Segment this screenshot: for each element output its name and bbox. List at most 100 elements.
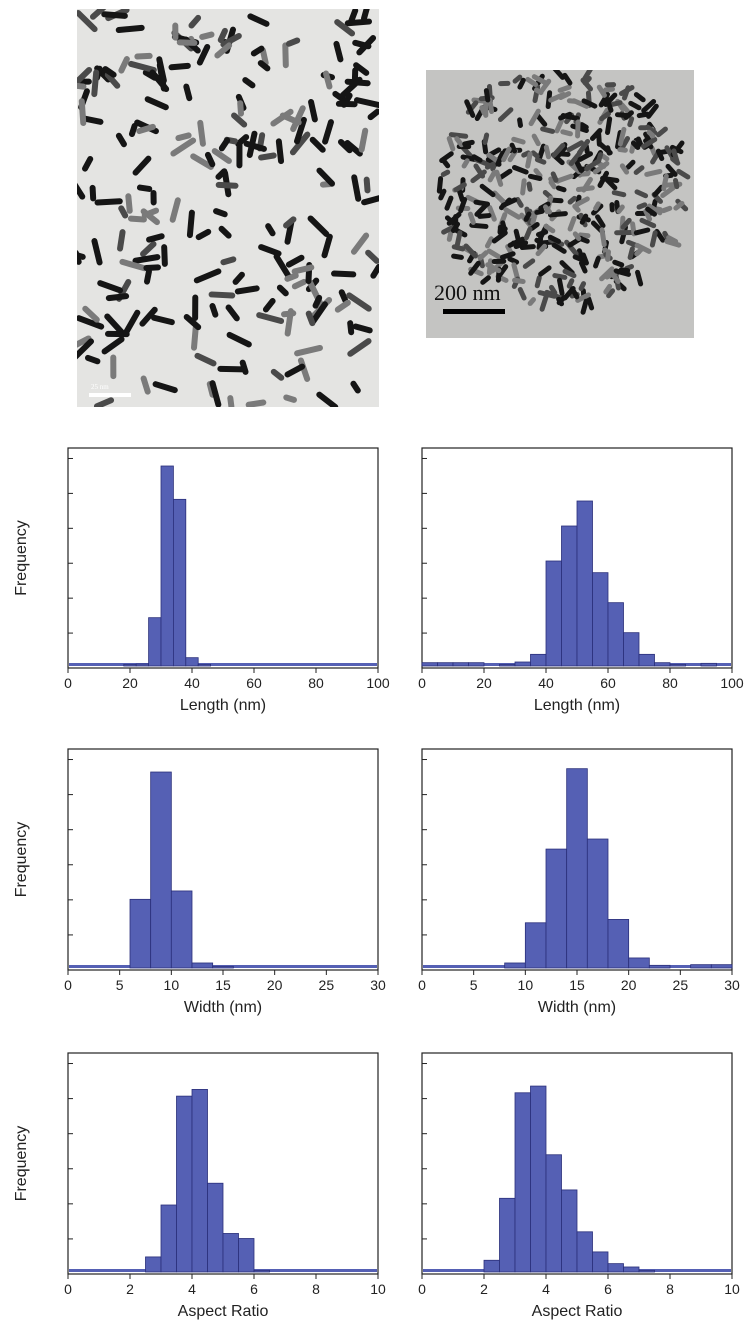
- histogram-bar: [624, 1267, 640, 1272]
- x-tick-label: 15: [215, 977, 231, 993]
- histogram-bar: [254, 1270, 270, 1272]
- histogram-bar: [577, 501, 593, 666]
- x-tick-label: 8: [312, 1281, 320, 1297]
- histogram-bar: [223, 1233, 239, 1272]
- histogram-bar: [192, 1089, 208, 1272]
- x-tick-label: 0: [418, 675, 426, 691]
- histogram-bar: [469, 663, 485, 666]
- histogram-aspect-right: 0 2 4 6 8 10Aspect Ratio: [418, 1053, 740, 1320]
- x-tick-label: 0: [418, 977, 426, 993]
- plot-frame: [68, 749, 378, 970]
- histogram-bar: [500, 1198, 516, 1272]
- histogram-bar: [546, 561, 562, 666]
- x-tick-label: 4: [188, 1281, 196, 1297]
- histogram-bar: [562, 1190, 578, 1272]
- x-tick-label: 20: [621, 977, 637, 993]
- x-axis-title: Length (nm): [180, 697, 266, 714]
- histogram-baseline: [69, 663, 377, 666]
- x-tick-label: 5: [470, 977, 478, 993]
- x-tick-label: 25: [319, 977, 335, 993]
- histogram-bar: [649, 965, 670, 968]
- histogram-bar: [124, 664, 136, 666]
- histogram-bar: [624, 633, 640, 666]
- histogram-bar: [239, 1239, 255, 1273]
- histogram-bar: [587, 839, 608, 968]
- x-tick-label: 100: [366, 675, 390, 691]
- histogram-bar: [161, 1205, 177, 1272]
- histogram-bar: [593, 573, 609, 666]
- x-tick-label: 100: [720, 675, 744, 691]
- histogram-bar: [593, 1252, 609, 1272]
- x-tick-label: 4: [542, 1281, 550, 1297]
- x-tick-label: 10: [724, 1281, 740, 1297]
- x-tick-label: 8: [666, 1281, 674, 1297]
- x-tick-label: 40: [538, 675, 554, 691]
- histogram-bar: [546, 1155, 562, 1272]
- histogram-bar: [500, 664, 516, 666]
- histogram-bar: [515, 1093, 531, 1272]
- histogram-bar: [505, 963, 526, 968]
- x-tick-label: 6: [250, 1281, 258, 1297]
- histogram-bar: [198, 664, 210, 666]
- x-tick-label: 10: [370, 1281, 386, 1297]
- x-tick-label: 0: [64, 675, 72, 691]
- x-tick-label: 60: [246, 675, 262, 691]
- histogram-bar: [173, 499, 185, 666]
- x-tick-label: 0: [64, 977, 72, 993]
- x-axis-title: Length (nm): [534, 697, 620, 714]
- histogram-bar: [639, 654, 655, 666]
- histogram-bar: [484, 1260, 500, 1272]
- x-tick-label: 2: [126, 1281, 134, 1297]
- histogram-bar: [151, 772, 172, 968]
- x-tick-label: 10: [518, 977, 534, 993]
- histogram-bar: [670, 664, 686, 666]
- histogram-bar: [422, 663, 438, 666]
- x-tick-label: 80: [308, 675, 324, 691]
- histogram-bar: [562, 526, 578, 666]
- x-tick-label: 20: [122, 675, 138, 691]
- x-tick-label: 2: [480, 1281, 488, 1297]
- histogram-bar: [177, 1096, 193, 1272]
- histogram-bar: [577, 1232, 593, 1272]
- histogram-bar: [186, 658, 198, 666]
- histogram-bar: [208, 1183, 224, 1272]
- histogram-bar: [515, 662, 531, 666]
- histogram-bar: [146, 1257, 162, 1272]
- histogram-bar: [438, 663, 454, 666]
- histogram-bar: [161, 466, 173, 666]
- histogram-bar: [525, 923, 546, 968]
- histogram-bar: [655, 663, 671, 666]
- plot-frame: [68, 448, 378, 668]
- histogram-bar: [691, 965, 712, 968]
- histogram-length-left: 0 20 40 60 80 100Length (nm)Frequency: [13, 448, 390, 714]
- histogram-bar: [608, 1264, 624, 1272]
- x-tick-label: 60: [600, 675, 616, 691]
- x-tick-label: 25: [673, 977, 689, 993]
- x-tick-label: 20: [476, 675, 492, 691]
- y-axis-title: Frequency: [13, 520, 30, 596]
- x-axis-title: Width (nm): [184, 999, 262, 1016]
- x-tick-label: 15: [569, 977, 585, 993]
- x-tick-label: 30: [724, 977, 740, 993]
- x-tick-label: 80: [662, 675, 678, 691]
- histogram-bar: [608, 603, 624, 666]
- x-tick-label: 5: [116, 977, 124, 993]
- histogram-aspect-left: 0 2 4 6 8 10 Aspect Ratio Frequency: [13, 1053, 386, 1320]
- histogram-width-right: 0 5 10 15 20 25 30Width (nm): [418, 749, 740, 1016]
- histogram-width-left: 0 5 10 15 20 25 30Width (nm)Frequency: [13, 749, 386, 1016]
- x-tick-label: 10: [164, 977, 180, 993]
- histogram-bar: [629, 958, 650, 968]
- y-axis-title: Frequency: [13, 1126, 30, 1202]
- histogram-bar: [213, 966, 234, 968]
- histogram-bar: [192, 963, 213, 968]
- histogram-bar: [531, 1086, 547, 1272]
- histogram-bar: [546, 849, 567, 968]
- histogram-bar: [608, 919, 629, 968]
- histogram-bar: [639, 1270, 655, 1272]
- x-tick-label: 0: [418, 1281, 426, 1297]
- histogram-bar: [130, 899, 151, 968]
- histogram-bar: [531, 654, 547, 666]
- histogram-bar: [567, 769, 588, 968]
- x-axis-title: Aspect Ratio: [178, 1303, 269, 1320]
